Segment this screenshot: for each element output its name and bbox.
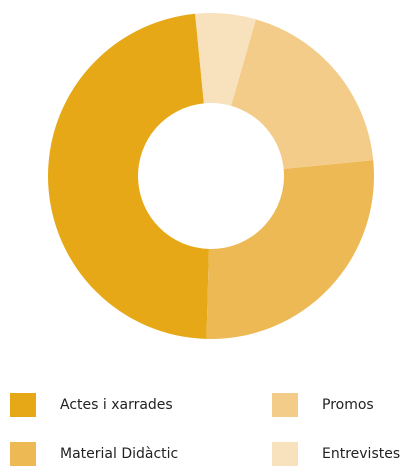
- legend-label: Entrevistes: [322, 446, 400, 462]
- legend-label: Material Didàctic: [60, 446, 178, 462]
- donut-slice: [195, 12, 256, 106]
- donut-slice: [47, 13, 209, 339]
- donut-slice: [206, 160, 375, 340]
- legend-label: Promos: [322, 397, 374, 413]
- legend-swatch: [10, 393, 36, 417]
- legend-swatch: [10, 442, 36, 466]
- donut-slice: [231, 19, 374, 169]
- legend-label: Actes i xarrades: [60, 397, 173, 413]
- legend-swatch: [272, 442, 298, 466]
- legend-swatch: [272, 393, 298, 417]
